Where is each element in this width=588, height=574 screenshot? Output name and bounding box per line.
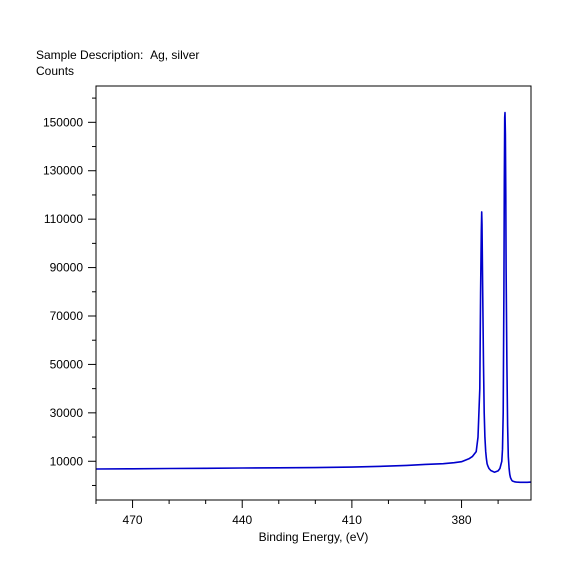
y-tick-label: 50000 xyxy=(50,357,84,371)
y-tick-label: 10000 xyxy=(50,454,84,468)
y-tick-label: 130000 xyxy=(43,164,83,178)
y-tick-label: 30000 xyxy=(50,406,84,420)
title-label: Sample Description: xyxy=(36,48,144,62)
y-tick-label: 90000 xyxy=(50,261,84,275)
plot-frame xyxy=(95,85,532,501)
x-tick-label: 470 xyxy=(123,513,143,527)
y-tick-label: 70000 xyxy=(50,309,84,323)
x-axis-label: Binding Energy, (eV) xyxy=(259,530,369,544)
title-value: Ag, silver xyxy=(150,48,200,62)
y-tick-label: 110000 xyxy=(44,212,83,226)
axis-ticks xyxy=(88,97,499,508)
x-tick-label: 380 xyxy=(452,513,472,527)
tick-labels: 470 440 410 380 10000 30000 50000 70000 90000 110… xyxy=(43,115,472,527)
y-tick-label: 150000 xyxy=(43,115,83,129)
spectrum-line xyxy=(95,111,532,484)
chart-title: Sample Description: Ag, silver xyxy=(36,48,199,62)
x-tick-label: 440 xyxy=(232,513,252,527)
x-tick-label: 410 xyxy=(342,513,362,527)
y-axis-label: Counts xyxy=(36,64,75,78)
